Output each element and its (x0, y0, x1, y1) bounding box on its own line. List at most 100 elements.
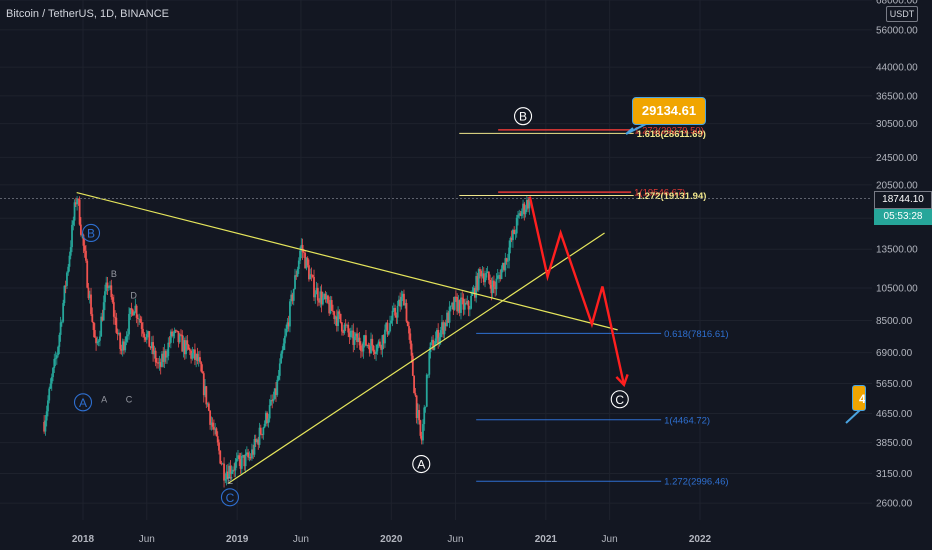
candle-body (114, 316, 116, 318)
candle-body (81, 234, 84, 236)
candle-body (228, 465, 231, 479)
candle-body (484, 277, 486, 283)
candle-body (87, 287, 90, 299)
candle-body (82, 234, 85, 246)
candle-body (344, 324, 347, 326)
candle-body (308, 265, 310, 280)
candle-body (168, 342, 171, 344)
candle-body (527, 199, 530, 209)
candle-body (230, 471, 233, 474)
candle-body (335, 316, 338, 326)
price-tick-label: 56000.00 (876, 25, 918, 36)
candle-body (258, 427, 261, 445)
price-tick-label: 2600.00 (876, 499, 913, 510)
candle-body (143, 333, 146, 338)
candle-body (424, 406, 427, 408)
candle-body (406, 321, 409, 327)
candle-body (457, 300, 460, 312)
candle-body (491, 280, 494, 294)
candle-body (120, 349, 123, 351)
wave-circle-9 (514, 107, 533, 126)
candle-body (400, 296, 403, 307)
candle-body (509, 237, 512, 248)
candle-body (48, 388, 51, 401)
price-tick-label: 20500.00 (876, 180, 918, 191)
price-tick-label: 3850.00 (876, 438, 913, 449)
candle-body (503, 262, 505, 271)
candle-body (405, 302, 408, 322)
candle-body (443, 322, 446, 335)
candle-body (85, 250, 87, 261)
candle-body (44, 420, 47, 432)
candle-body (256, 439, 258, 442)
candle-body (175, 330, 177, 332)
candle-body (286, 322, 289, 329)
candle-body (83, 245, 86, 251)
candle-body (348, 332, 351, 338)
grid (0, 0, 872, 520)
candle-body (58, 334, 61, 347)
candle-body (504, 258, 507, 271)
time-axis[interactable]: 2018 Jun 2019 Jun 2020 Jun 2021 Jun 2022 (72, 534, 712, 545)
candle-body (435, 329, 438, 339)
candle-body (280, 353, 282, 364)
candle-body (376, 344, 379, 352)
candle-body (370, 338, 372, 354)
candle-body (67, 266, 70, 273)
candle-body (337, 311, 339, 326)
candle-body (263, 423, 266, 428)
candle-body (372, 345, 375, 352)
candle-body (74, 202, 77, 205)
target-price-box: 29134.61 (632, 97, 706, 125)
candle-body (119, 333, 122, 350)
candle-body (316, 287, 319, 301)
price-axis[interactable]: 68000.00 56000.00 44000.00 36500.00 30500.00… (876, 0, 918, 510)
edge-price-box: 4 (852, 385, 866, 411)
candle-body (190, 350, 193, 359)
candle-body (270, 399, 272, 406)
candle-body (287, 322, 290, 327)
wave-label-4: A (101, 394, 107, 404)
candle-body (159, 362, 162, 367)
candle-body (142, 328, 144, 334)
candle-body (138, 318, 141, 320)
candle-body (524, 209, 527, 215)
fib-label-3: 1.272(19131.94) (637, 191, 707, 202)
candle-body (371, 338, 374, 346)
candle-body (112, 302, 115, 317)
candle-body (295, 275, 298, 277)
candle-body (395, 315, 398, 318)
candle-body (147, 331, 149, 335)
wave-label-10: C (615, 393, 624, 407)
candle-body (292, 289, 295, 301)
candle-body (448, 306, 451, 323)
candle-body (209, 410, 212, 425)
candle-body (328, 302, 331, 314)
candle-body (515, 217, 518, 234)
chart-title: Bitcoin / TetherUS, 1D, BINANCE (6, 8, 170, 20)
candle-body (90, 294, 92, 315)
wave-circle-10 (610, 390, 629, 409)
candle-body (57, 346, 59, 356)
candle-body (225, 471, 228, 480)
candle-body (156, 362, 158, 364)
candle-body (275, 388, 277, 395)
candle-body (242, 455, 244, 457)
candle-body (223, 463, 225, 481)
wave-circle-7 (220, 488, 240, 507)
candle-body (363, 335, 366, 342)
candle-body (66, 272, 68, 286)
currency-button[interactable]: USDT (886, 6, 918, 22)
candle-body (218, 442, 220, 451)
wave-circle-3 (73, 393, 93, 412)
candle-body (273, 388, 276, 399)
candle-body (411, 355, 414, 376)
price-tick-label: 6900.00 (876, 348, 913, 359)
candle-body (144, 337, 147, 340)
candle-body (166, 356, 168, 358)
candle-body (428, 351, 431, 375)
candle-body (219, 450, 222, 464)
time-tick-label: 2021 (535, 534, 558, 545)
candle-body (131, 309, 134, 316)
